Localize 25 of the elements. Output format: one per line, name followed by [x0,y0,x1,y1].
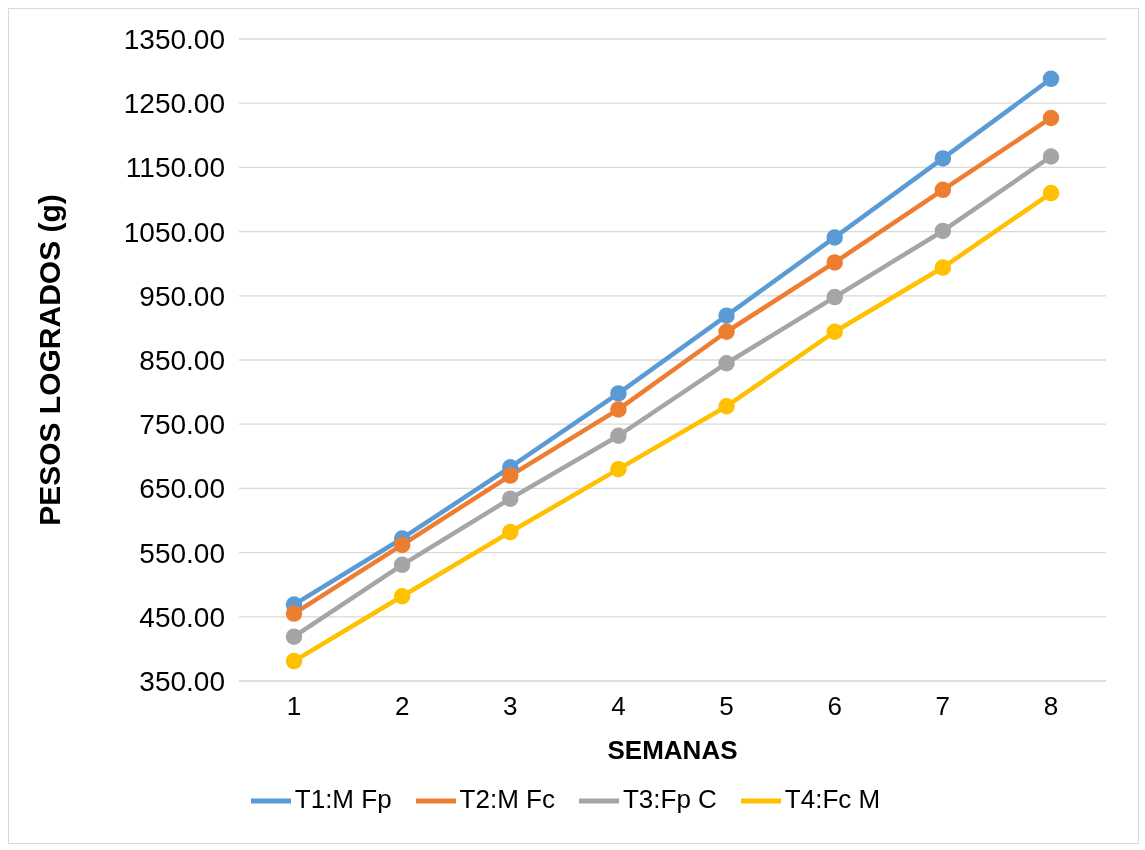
x-tick-label: 1 [286,691,302,722]
y-tick-label: 1050.00 [123,216,225,248]
y-tick-label: 1250.00 [123,88,225,120]
legend-label: T2:M Fc [459,783,555,814]
y-tick-label: 1150.00 [125,152,225,184]
legend-label: T4:Fc M [784,783,881,814]
y-tick-label: 750.00 [139,409,225,441]
legend-label: T1:M Fp [294,783,392,814]
y-tick-label: 350.00 [139,665,225,697]
x-tick-label: 5 [719,691,734,722]
x-tick-label: 8 [1043,691,1059,722]
y-tick-label: 850.00 [139,344,225,376]
legend-label: T3:Fp C [622,783,717,814]
x-tick-label: 4 [611,691,626,722]
y-tick-label: 950.00 [139,280,225,312]
y-axis-title: PESOS LOGRADOS (g) [32,194,66,526]
y-tick-label: 1350.00 [123,23,225,55]
x-tick-label: 2 [394,691,410,722]
y-tick-label: 550.00 [139,537,225,569]
x-tick-label: 7 [935,691,951,722]
x-axis-title: SEMANAS [607,735,738,765]
x-tick-label: 6 [827,691,842,722]
x-tick-label: 3 [503,691,518,722]
y-tick-label: 450.00 [139,601,225,633]
y-tick-label: 650.00 [139,473,225,505]
